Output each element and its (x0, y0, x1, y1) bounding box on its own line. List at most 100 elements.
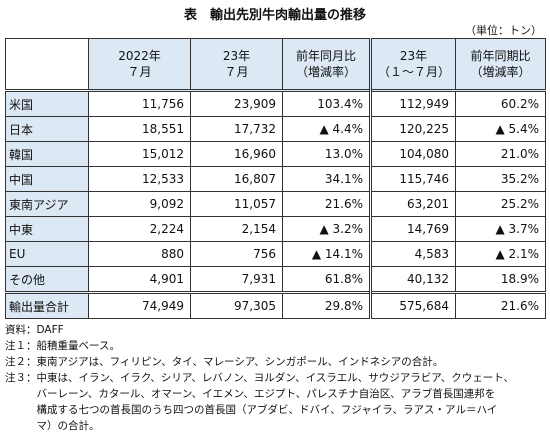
cell: 97,305 (190, 291, 283, 319)
table-row: 米国 11,756 23,909 103.4% 112,949 60.2% (5, 89, 546, 117)
cell: 14,769 (369, 216, 456, 242)
row-label: 韓国 (5, 141, 89, 167)
note-line: バーレーン、カタール、オマーン、イエメン、エジプト、パレスチナ自治区、アラブ首長… (36, 388, 496, 400)
cell: 575,684 (369, 291, 456, 319)
header-line: 2022年 (118, 49, 161, 63)
cell: ▲ 3.2% (282, 216, 371, 242)
row-label: 輸出量合計 (5, 291, 89, 319)
note-line: DAFF (36, 324, 64, 336)
row-label: 東南アジア (5, 191, 89, 217)
cell: 18.9% (455, 266, 546, 293)
note-label: 注２： (5, 356, 37, 368)
note-text: 船積重量ベース。 (37, 338, 120, 354)
note-text: DAFF (37, 322, 64, 338)
table-row: 日本 18,551 17,732 ▲ 4.4% 120,225 ▲ 5.4% (5, 116, 546, 142)
table-row: 東南アジア 9,092 11,057 21.6% 63,201 25.2% (5, 191, 546, 217)
row-label: 米国 (5, 89, 89, 117)
note-text: 中東は、イラン、イラク、シリア、レバノン、ヨルダン、イスラエル、サウジアラビア、… (37, 370, 515, 434)
cell: 34.1% (282, 166, 371, 192)
cell: ▲ 14.1% (282, 241, 371, 267)
header-line: 前年同期比 (470, 49, 531, 63)
note-text: 東南アジアは、フィリピン、タイ、マレーシア、シンガポール、インドネシアの合計。 (37, 354, 444, 370)
note-line: マ）の合計。 (36, 420, 100, 432)
cell: ▲ 3.7% (455, 216, 546, 242)
row-label: EU (5, 241, 89, 267)
note-line: 船積重量ベース。 (36, 340, 120, 352)
column-header: 前年同月比 （増減率） (282, 38, 371, 91)
cell: ▲ 5.4% (455, 116, 546, 142)
cell: 29.8% (282, 291, 371, 319)
cell: 15,012 (88, 141, 191, 167)
note-label: 資料： (5, 324, 37, 336)
cell: 16,807 (190, 166, 283, 192)
cell: ▲ 4.4% (282, 116, 371, 142)
row-label: 中国 (5, 166, 89, 192)
cell: 9,092 (88, 191, 191, 217)
cell: 880 (88, 241, 191, 267)
cell: 12,533 (88, 166, 191, 192)
title: 表 輸出先別牛肉輸出量の推移 (183, 8, 366, 23)
note-line: 中東は、イラン、イラク、シリア、レバノン、ヨルダン、イスラエル、サウジアラビア、… (36, 372, 515, 384)
cell: 74,949 (88, 291, 191, 319)
row-label: 日本 (5, 116, 89, 142)
header-line: 23年 (222, 49, 251, 63)
table-row: その他 4,901 7,931 61.8% 40,132 18.9% (5, 266, 546, 293)
note: 注３： 中東は、イラン、イラク、シリア、レバノン、ヨルダン、イスラエル、サウジアラ… (5, 370, 545, 434)
cell: 21.0% (455, 141, 546, 167)
header-line: ７月 (127, 65, 152, 79)
cell: 18,551 (88, 116, 191, 142)
cell: 112,949 (369, 89, 456, 117)
cell: 17,732 (190, 116, 283, 142)
header-line: 前年同月比 (295, 49, 356, 63)
cell: 63,201 (369, 191, 456, 217)
cell: 756 (190, 241, 283, 267)
cell: 2,154 (190, 216, 283, 242)
cell: 4,901 (88, 266, 191, 293)
cell: 4,583 (369, 241, 456, 267)
column-header: 前年同期比 （増減率） (455, 38, 546, 91)
header-line: （増減率） (470, 65, 531, 79)
cell: 21.6% (455, 291, 546, 319)
cell: 25.2% (455, 191, 546, 217)
header-line: （増減率） (295, 65, 356, 79)
cell: 60.2% (455, 89, 546, 117)
corner-cell (5, 38, 89, 91)
cell: 115,746 (369, 166, 456, 192)
note-label: 注３： (5, 372, 37, 384)
cell: 23,909 (190, 89, 283, 117)
header-line: ７月 (224, 65, 249, 79)
cell: 120,225 (369, 116, 456, 142)
cell: 104,080 (369, 141, 456, 167)
cell: 7,931 (190, 266, 283, 293)
table-row: 韓国 15,012 16,960 13.0% 104,080 21.0% (5, 141, 546, 167)
note: 注２： 東南アジアは、フィリピン、タイ、マレーシア、シンガポール、インドネシアの合… (5, 354, 545, 370)
cell: 2,224 (88, 216, 191, 242)
cell: 13.0% (282, 141, 371, 167)
cell: 11,756 (88, 89, 191, 117)
cell: 35.2% (455, 166, 546, 192)
cell: 21.6% (282, 191, 371, 217)
header-line: 23年 (399, 49, 428, 63)
table-row: EU 880 756 ▲ 14.1% 4,583 ▲ 2.1% (5, 241, 546, 267)
notes: 資料： DAFF 注１： 船積重量ベース。 注２： 東南アジアは、フィリピン、タイ、マレー… (5, 322, 545, 434)
note-line: 構成する七つの首長国のうち四つの首長国（アブダビ、ドバイ、フジャイラ、ラアス・ア… (36, 404, 498, 416)
table-row: 輸出量合計 74,949 97,305 29.8% 575,684 21.6% (5, 291, 546, 319)
cell: 40,132 (369, 266, 456, 293)
export-table: 2022年 ７月 23年 ７月 前年同月比 （増減率） 23年 （１～７月） 前年同期比 （増減率… (5, 38, 546, 319)
unit: （単位：トン） (465, 24, 542, 37)
header-line: （１～７月） (378, 65, 451, 79)
note-line: 東南アジアは、フィリピン、タイ、マレーシア、シンガポール、インドネシアの合計。 (36, 356, 444, 368)
cell: 11,057 (190, 191, 283, 217)
note-label: 注１： (5, 340, 37, 352)
column-header: 23年 ７月 (190, 38, 283, 91)
header-row: 2022年 ７月 23年 ７月 前年同月比 （増減率） 23年 （１～７月） 前年同期比 （増減率… (5, 38, 546, 91)
note: 資料： DAFF (5, 322, 545, 338)
column-header: 23年 （１～７月） (369, 38, 456, 91)
cell: 103.4% (282, 89, 371, 117)
note: 注１： 船積重量ベース。 (5, 338, 545, 354)
column-header: 2022年 ７月 (88, 38, 191, 91)
table-row: 中東 2,224 2,154 ▲ 3.2% 14,769 ▲ 3.7% (5, 216, 546, 242)
row-label: その他 (5, 266, 89, 293)
cell: 16,960 (190, 141, 283, 167)
